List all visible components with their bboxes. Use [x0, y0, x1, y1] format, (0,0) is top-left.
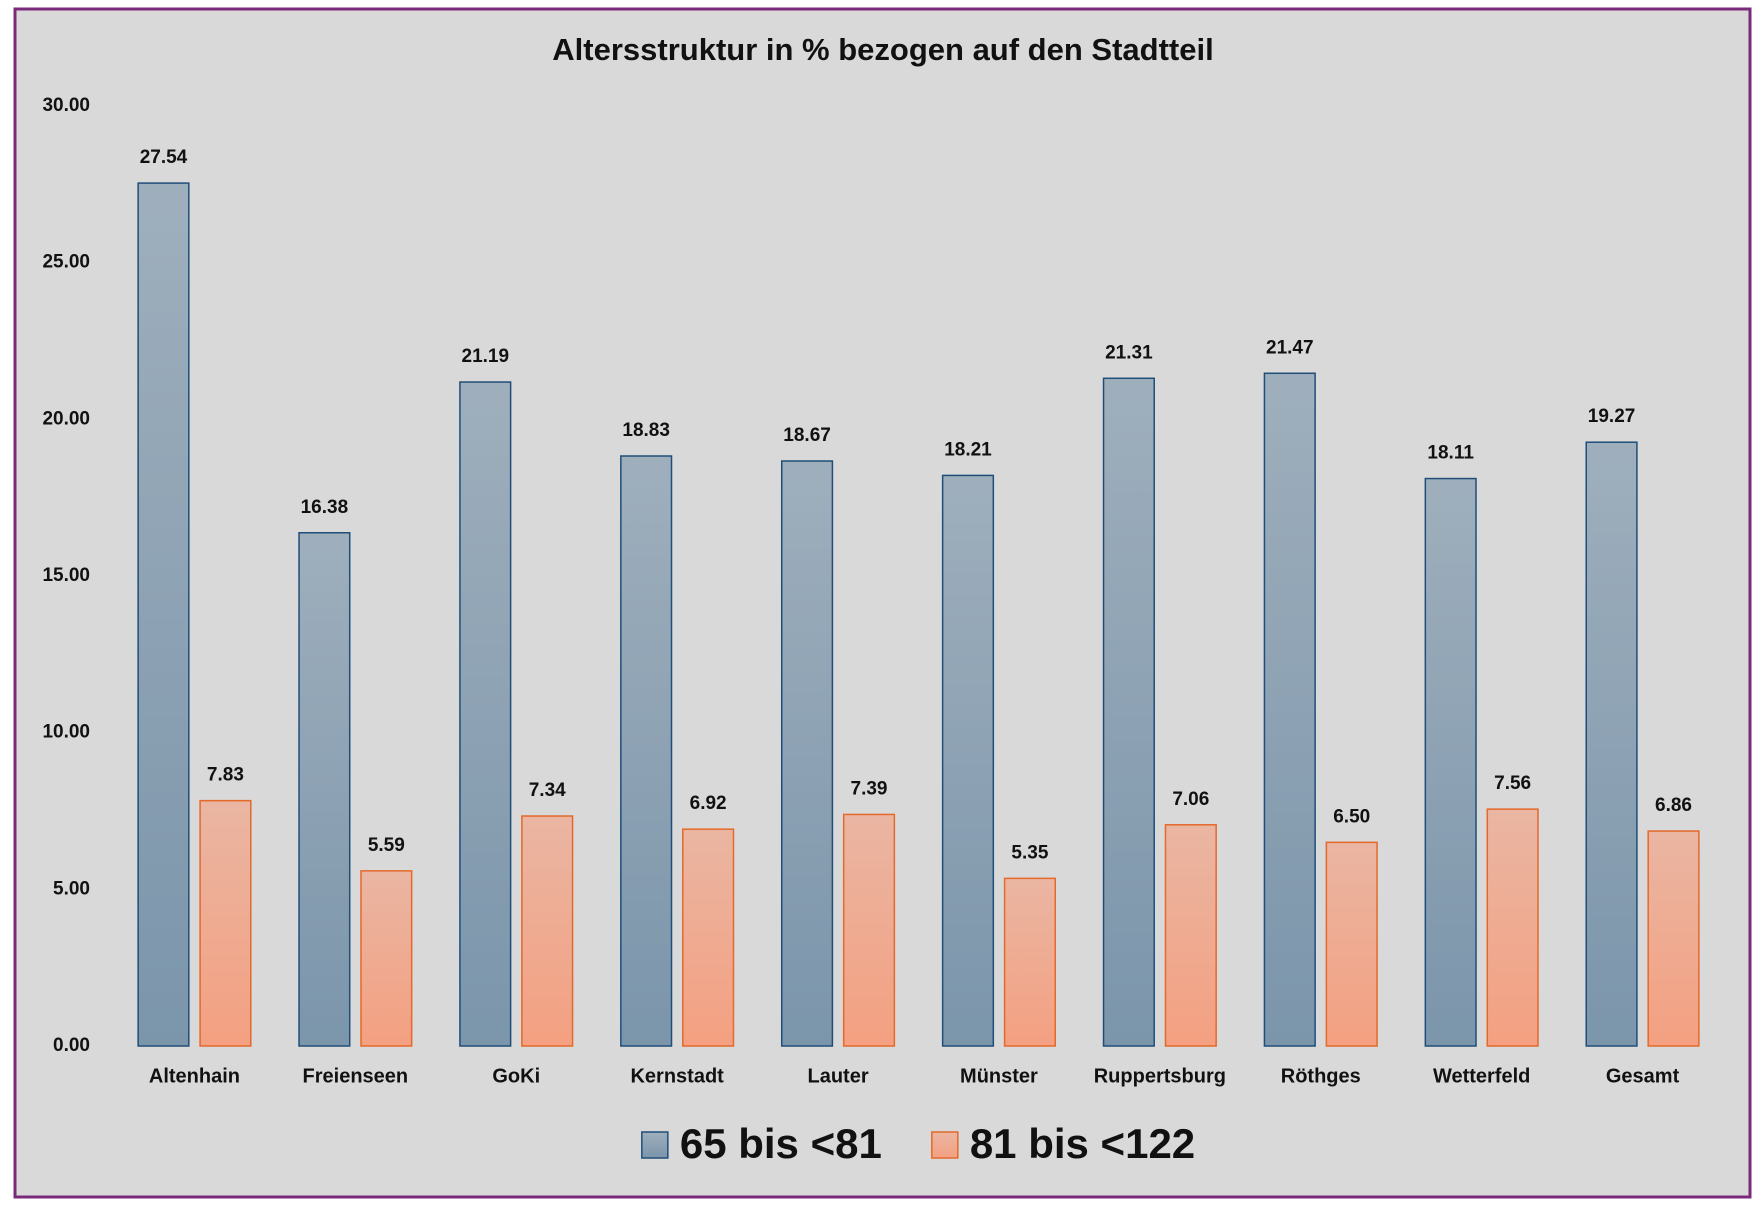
legend-label: 81 bis <122: [970, 1120, 1195, 1167]
bar: [298, 532, 351, 1047]
x-tick-label: Altenhain: [149, 1065, 240, 1087]
x-tick-label: Münster: [960, 1065, 1038, 1087]
x-tick-label: Ruppertsburg: [1094, 1065, 1226, 1087]
bar: [459, 381, 512, 1047]
bar: [199, 799, 252, 1047]
legend-label: 65 bis <81: [680, 1120, 882, 1167]
y-tick-label: 0.00: [53, 1035, 90, 1056]
bar: [842, 813, 896, 1047]
legend-item: 81 bis <122: [931, 1120, 1195, 1167]
data-label: 18.83: [622, 420, 670, 441]
x-tick-label: Freienseen: [303, 1065, 409, 1087]
x-tick-label: Kernstadt: [630, 1065, 724, 1087]
x-tick-label: GoKi: [492, 1065, 540, 1087]
data-label: 5.35: [1011, 842, 1048, 863]
bar: [1424, 477, 1477, 1047]
data-label: 21.19: [462, 346, 510, 367]
y-tick-label: 20.00: [42, 408, 90, 429]
data-label: 7.06: [1172, 789, 1209, 810]
data-label: 5.59: [368, 835, 405, 856]
bar: [360, 870, 413, 1047]
chart-title: Altersstruktur in % bezogen auf den Stad…: [552, 32, 1213, 67]
bar: [1647, 830, 1700, 1047]
data-label: 21.47: [1266, 337, 1314, 358]
bar: [682, 828, 735, 1047]
data-label: 19.27: [1588, 406, 1636, 427]
data-label: 21.31: [1105, 342, 1153, 363]
y-tick-label: 25.00: [42, 252, 90, 273]
data-label: 6.50: [1333, 806, 1370, 827]
data-label: 18.21: [944, 439, 992, 460]
y-tick-label: 5.00: [53, 878, 90, 899]
data-label: 18.11: [1427, 443, 1474, 464]
y-tick-label: 15.00: [42, 565, 90, 586]
bar: [941, 474, 995, 1047]
y-tick-label: 10.00: [42, 722, 90, 743]
bar: [521, 815, 574, 1047]
bar: [1164, 824, 1217, 1047]
bar: [620, 455, 673, 1047]
data-label: 27.54: [140, 147, 188, 168]
data-label: 6.92: [690, 793, 727, 814]
data-label: 7.39: [851, 778, 888, 799]
bar: [1003, 877, 1057, 1047]
data-label: 7.83: [207, 765, 244, 786]
bar: [1325, 841, 1378, 1047]
x-tick-label: Wetterfeld: [1433, 1065, 1530, 1087]
x-tick-label: Röthges: [1281, 1065, 1361, 1087]
bar: [137, 182, 190, 1047]
x-tick-label: Lauter: [807, 1065, 868, 1087]
data-label: 7.56: [1494, 773, 1531, 794]
legend-swatch: [641, 1131, 669, 1159]
data-label: 18.67: [783, 425, 831, 446]
legend-swatch: [931, 1131, 959, 1159]
bar: [1263, 372, 1316, 1047]
data-label: 7.34: [529, 780, 566, 801]
x-tick-label: Gesamt: [1606, 1065, 1680, 1087]
legend: 65 bis <81 81 bis <122: [641, 1120, 1195, 1167]
y-tick-label: 30.00: [42, 95, 90, 116]
legend-item: 65 bis <81: [641, 1120, 882, 1167]
data-label: 6.86: [1655, 795, 1692, 816]
bar: [1585, 441, 1638, 1047]
data-label: 16.38: [301, 497, 349, 518]
bar: [1102, 377, 1155, 1047]
bar: [780, 460, 834, 1047]
bar: [1486, 808, 1539, 1047]
